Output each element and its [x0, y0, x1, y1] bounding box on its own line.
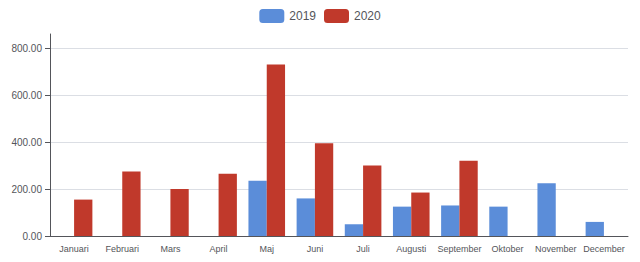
- svg-text:Juni: Juni: [307, 244, 324, 254]
- svg-text:Oktober: Oktober: [492, 244, 524, 254]
- svg-text:2020: 2020: [354, 9, 381, 23]
- svg-text:200.00: 200.00: [11, 184, 42, 195]
- svg-text:November: November: [535, 244, 577, 254]
- svg-text:December: December: [583, 244, 625, 254]
- svg-text:0.00: 0.00: [23, 231, 43, 242]
- svg-text:Augusti: Augusti: [396, 244, 426, 254]
- svg-text:Januari: Januari: [59, 244, 89, 254]
- svg-text:600.00: 600.00: [11, 90, 42, 101]
- svg-text:April: April: [210, 244, 228, 254]
- svg-text:800.00: 800.00: [11, 43, 42, 54]
- svg-text:September: September: [437, 244, 481, 254]
- svg-text:Februari: Februari: [105, 244, 139, 254]
- svg-text:Maj: Maj: [259, 244, 274, 254]
- svg-text:Juli: Juli: [356, 244, 370, 254]
- svg-text:Mars: Mars: [160, 244, 180, 254]
- svg-text:400.00: 400.00: [11, 137, 42, 148]
- svg-text:2019: 2019: [289, 9, 316, 23]
